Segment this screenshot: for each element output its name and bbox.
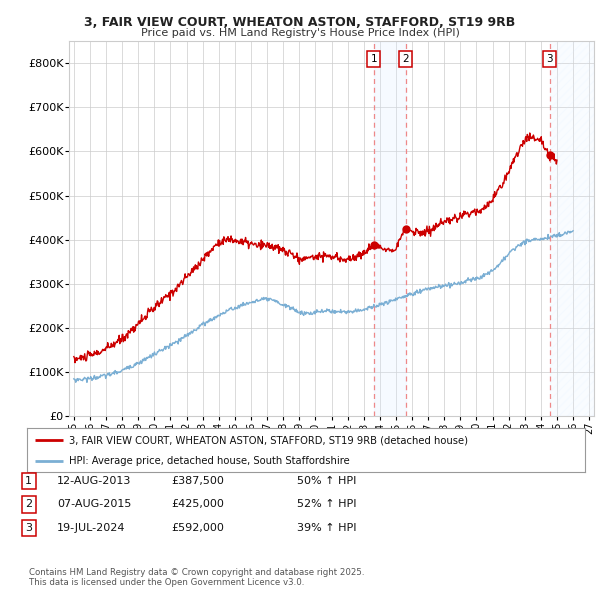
Text: 3, FAIR VIEW COURT, WHEATON ASTON, STAFFORD, ST19 9RB: 3, FAIR VIEW COURT, WHEATON ASTON, STAFF… xyxy=(85,16,515,29)
Text: Contains HM Land Registry data © Crown copyright and database right 2025.
This d: Contains HM Land Registry data © Crown c… xyxy=(29,568,364,587)
Text: HPI: Average price, detached house, South Staffordshire: HPI: Average price, detached house, Sout… xyxy=(69,456,350,466)
Text: 2: 2 xyxy=(25,500,32,509)
Text: 12-AUG-2013: 12-AUG-2013 xyxy=(57,476,131,486)
Text: 1: 1 xyxy=(25,476,32,486)
Text: 50% ↑ HPI: 50% ↑ HPI xyxy=(297,476,356,486)
Text: 19-JUL-2024: 19-JUL-2024 xyxy=(57,523,125,533)
Text: 3, FAIR VIEW COURT, WHEATON ASTON, STAFFORD, ST19 9RB (detached house): 3, FAIR VIEW COURT, WHEATON ASTON, STAFF… xyxy=(69,435,468,445)
Text: £592,000: £592,000 xyxy=(171,523,224,533)
Text: £387,500: £387,500 xyxy=(171,476,224,486)
Text: 07-AUG-2015: 07-AUG-2015 xyxy=(57,500,131,509)
Text: 1: 1 xyxy=(370,54,377,64)
Bar xyxy=(374,41,406,416)
Text: £425,000: £425,000 xyxy=(171,500,224,509)
Text: 3: 3 xyxy=(25,523,32,533)
Text: 3: 3 xyxy=(546,54,553,64)
Text: 52% ↑ HPI: 52% ↑ HPI xyxy=(297,500,356,509)
Text: 2: 2 xyxy=(402,54,409,64)
Text: Price paid vs. HM Land Registry's House Price Index (HPI): Price paid vs. HM Land Registry's House … xyxy=(140,28,460,38)
Text: 39% ↑ HPI: 39% ↑ HPI xyxy=(297,523,356,533)
Bar xyxy=(550,41,594,416)
